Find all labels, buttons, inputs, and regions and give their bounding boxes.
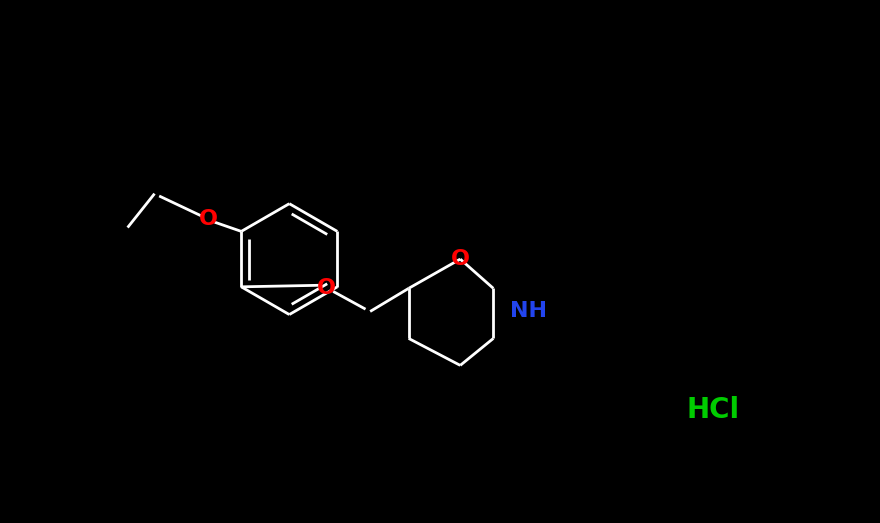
Text: O: O (199, 209, 218, 229)
Text: HCl: HCl (686, 396, 739, 424)
Text: O: O (317, 278, 336, 298)
Text: NH: NH (510, 301, 546, 322)
Text: O: O (451, 249, 470, 269)
